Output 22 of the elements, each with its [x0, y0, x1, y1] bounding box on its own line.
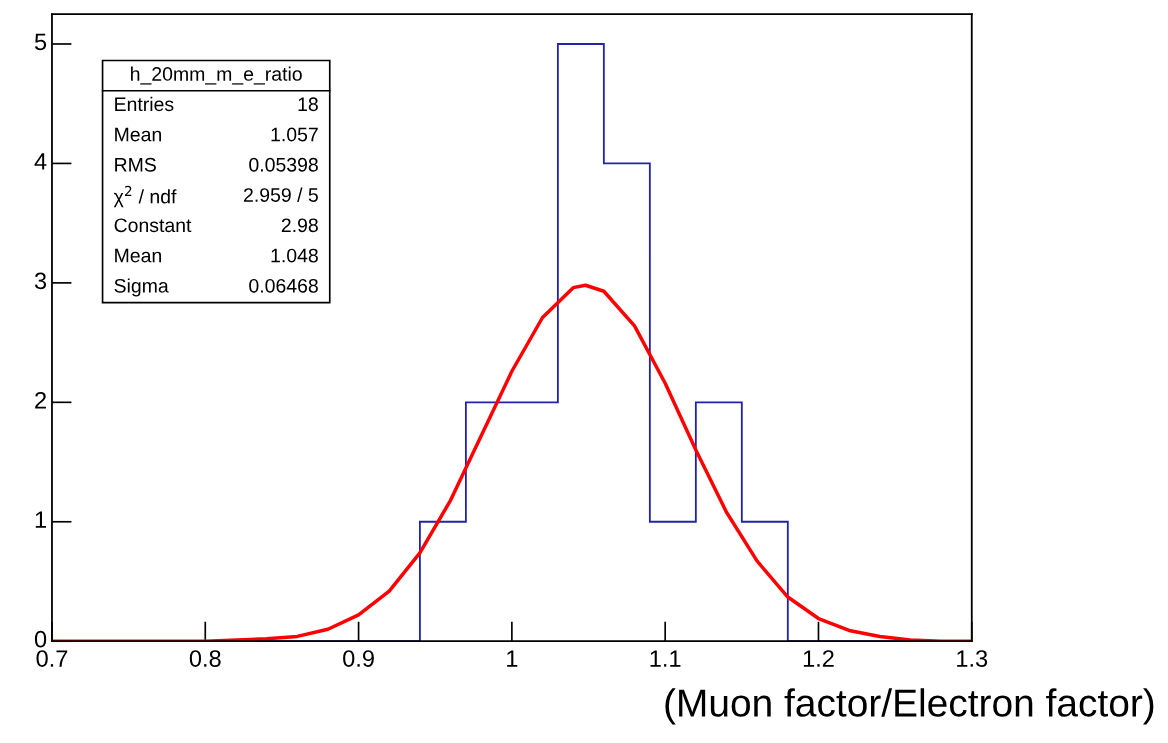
x-tick-label: 0.8	[189, 650, 221, 667]
text: Sigma 0.06468	[114, 278, 318, 297]
x-tick-label: 1.2	[803, 650, 834, 667]
text: RMS 0.05398	[115, 157, 318, 172]
x-tick-label: 0.9	[343, 650, 374, 667]
y-tick-label: 4	[34, 153, 47, 170]
y-tick-label: 2	[35, 391, 46, 409]
x-tick-label: 1	[507, 650, 518, 667]
x-tick-label: 0.7	[36, 650, 68, 667]
text: Mean 1.057	[115, 127, 318, 142]
text: Mean 1.048	[115, 248, 318, 263]
y-tick-label: 5	[34, 33, 47, 51]
x-tick-label: 1.3	[957, 650, 988, 667]
text: Constant 2.98	[114, 218, 318, 233]
y-tick-label: 3	[34, 272, 47, 290]
x-axis-title: (Muon factor/Electron factor)	[665, 688, 1154, 725]
y-tick-label: 0	[34, 630, 47, 648]
y-tick-label: 1	[35, 511, 46, 528]
text: χ$^{2}$ / ndf 2.959 / 5	[113, 185, 318, 208]
text: Entries 18	[115, 96, 318, 112]
x-tick-label: 1.1	[650, 650, 681, 667]
annotation: h_20mm_m_e_ratio	[131, 66, 302, 85]
